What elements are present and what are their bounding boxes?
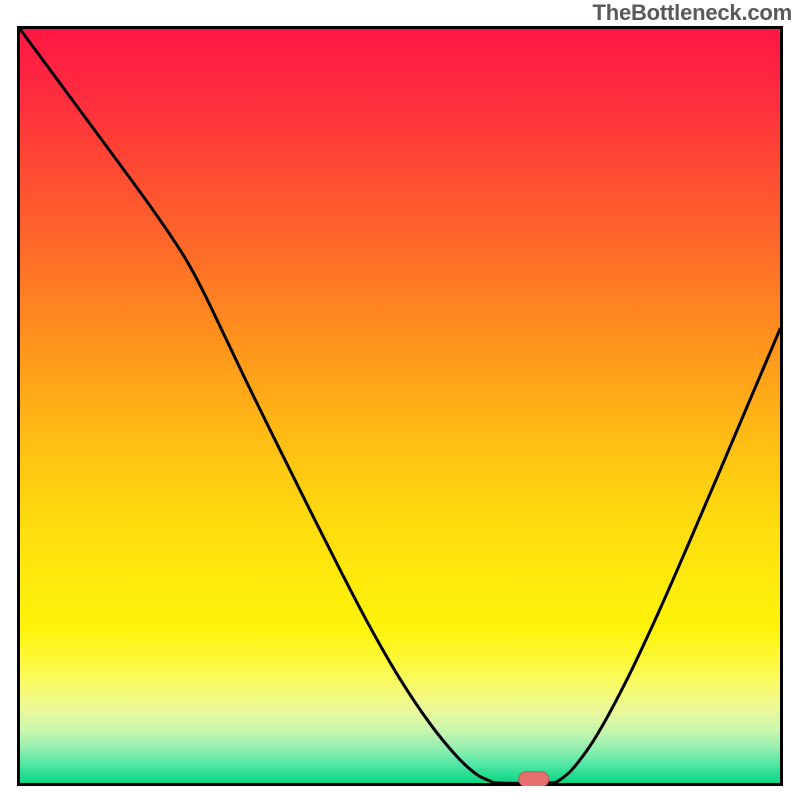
- gradient-background: [20, 29, 780, 783]
- bottleneck-chart: [17, 26, 783, 786]
- chart-svg: [17, 26, 783, 786]
- optimal-marker: [519, 772, 549, 786]
- watermark-text: TheBottleneck.com: [592, 0, 792, 26]
